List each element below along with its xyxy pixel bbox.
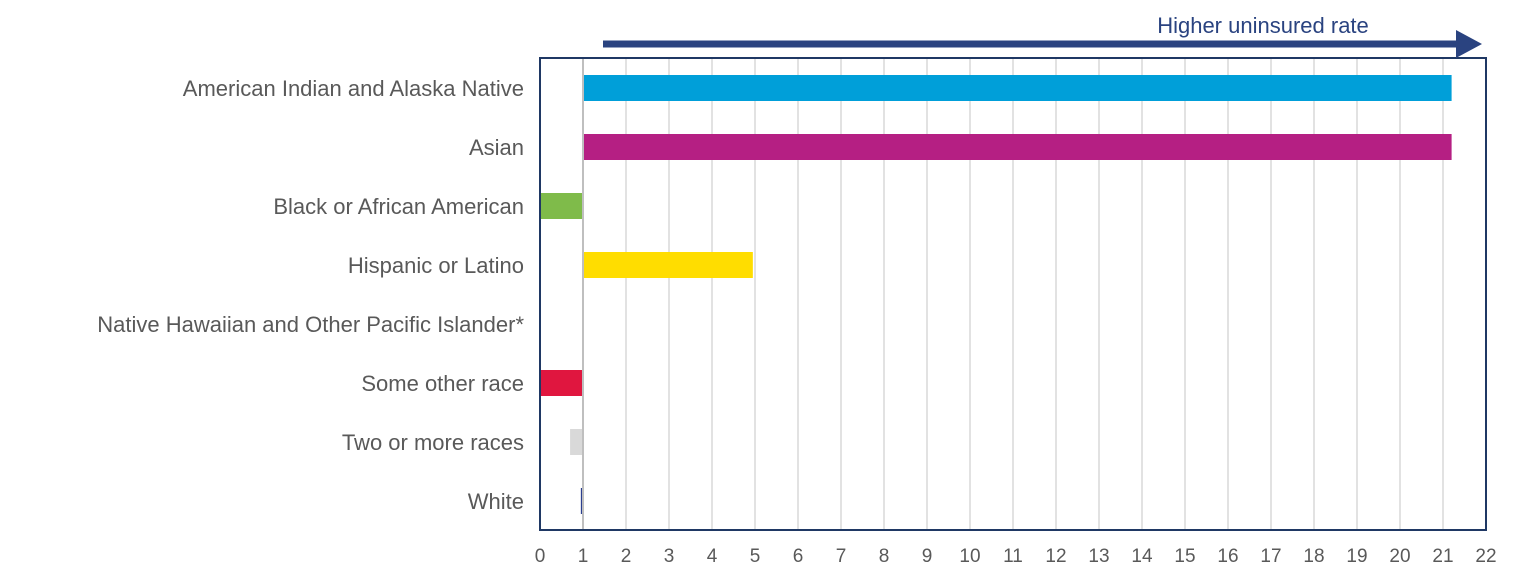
annotation-label: Higher uninsured rate: [1157, 13, 1369, 38]
x-tick-label: 15: [1174, 546, 1195, 567]
bar-asian: [583, 134, 1452, 160]
category-label: Some other race: [361, 371, 524, 396]
category-label: Hispanic or Latino: [348, 253, 524, 278]
x-tick-label: 3: [664, 546, 675, 567]
bar-some-other-race: [540, 370, 583, 396]
category-label: Black or African American: [273, 194, 524, 219]
x-tick-label: 17: [1260, 546, 1281, 567]
x-tick-label: 11: [1003, 546, 1023, 567]
x-tick-label: 0: [535, 546, 546, 567]
x-tick-label: 4: [707, 546, 718, 567]
x-tick-label: 13: [1088, 546, 1109, 567]
bar-black-or-african-american: [540, 193, 583, 219]
x-tick-label: 20: [1389, 546, 1410, 567]
x-tick-label: 5: [750, 546, 761, 567]
x-tick-label: 7: [836, 546, 847, 567]
category-label: Two or more races: [342, 430, 524, 455]
category-label: Asian: [469, 135, 524, 160]
bar-white: [580, 488, 583, 514]
bar-hispanic-or-latino: [583, 252, 753, 278]
category-label: White: [468, 489, 524, 514]
gridlines: [582, 58, 1444, 530]
x-tick-label: 6: [793, 546, 804, 567]
bars: [540, 75, 1452, 514]
category-labels: American Indian and Alaska Native Asian Bl…: [97, 76, 524, 514]
plot-frame: [539, 57, 1487, 531]
x-tick-label: 12: [1045, 546, 1066, 567]
x-tick-label: 18: [1303, 546, 1324, 567]
x-tick-label: 21: [1432, 546, 1453, 567]
x-tick-label: 9: [922, 546, 933, 567]
x-tick-label: 14: [1131, 546, 1153, 567]
x-tick-label: 2: [621, 546, 632, 567]
arrow-right-icon: [1456, 30, 1482, 58]
direction-annotation: Higher uninsured rate: [603, 13, 1482, 58]
x-tick-label: 1: [578, 546, 589, 567]
x-tick-label: 22: [1475, 546, 1496, 567]
x-tick-label: 10: [959, 546, 980, 567]
x-tick-label: 19: [1346, 546, 1367, 567]
bar-american-indian-and-alaska-native: [583, 75, 1452, 101]
category-label: American Indian and Alaska Native: [183, 76, 524, 101]
category-label: Native Hawaiian and Other Pacific Island…: [97, 312, 524, 337]
x-tick-label: 8: [879, 546, 890, 567]
bar-two-or-more-races: [570, 429, 583, 455]
x-tick-labels: 0 1 2 3 4 5 6 7 8 9 10 11 12 13 14 15 16 17 18 19 20 21 22: [535, 546, 1497, 567]
x-tick-label: 16: [1217, 546, 1238, 567]
